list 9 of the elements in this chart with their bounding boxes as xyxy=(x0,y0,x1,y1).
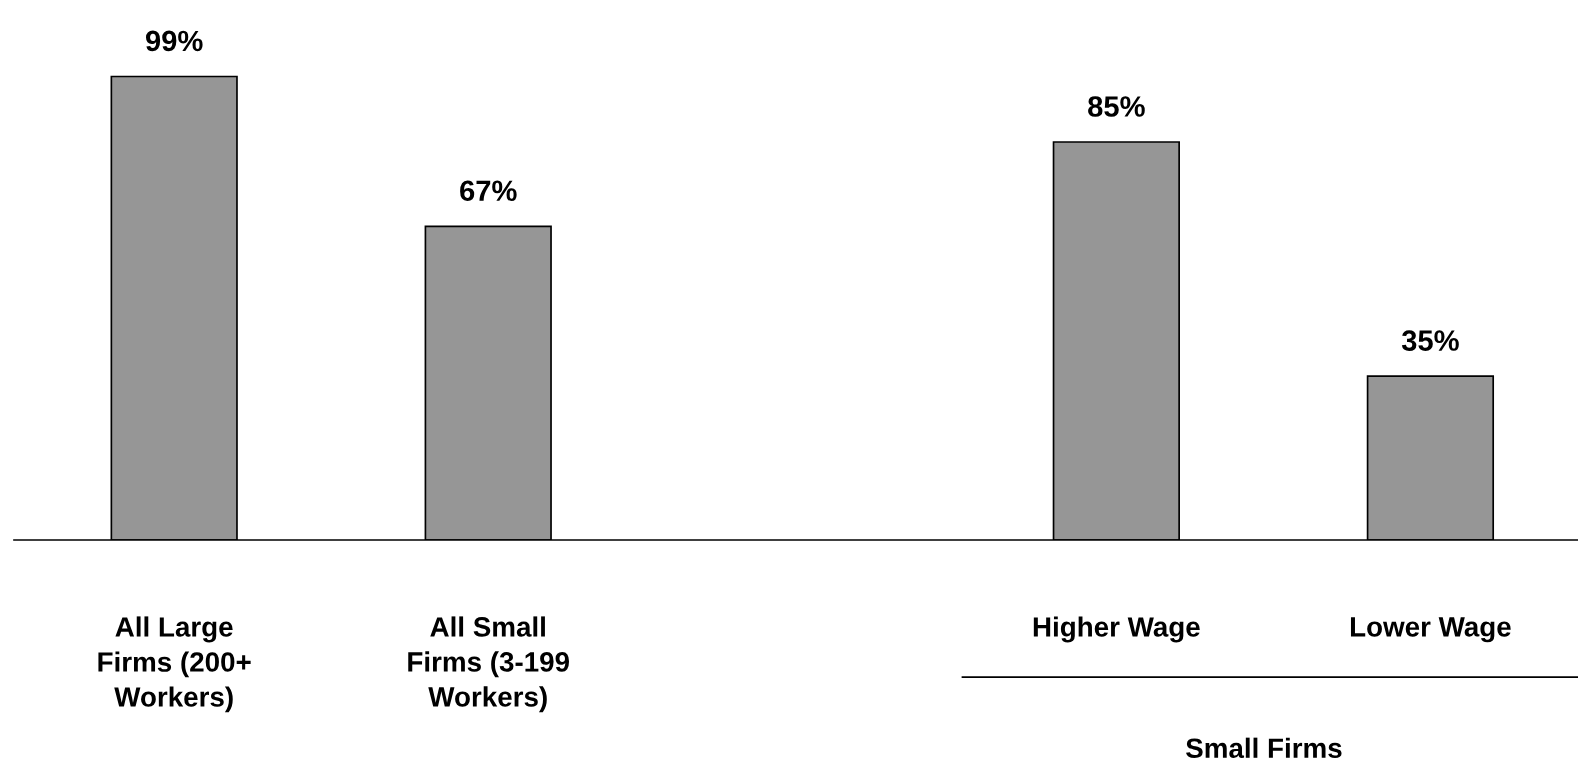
x-tick-label: All Small Firms (3-199 Workers) xyxy=(408,616,570,713)
x-tick-label: Higher Wage xyxy=(1033,616,1200,643)
x-tick-label: Lower Wage xyxy=(1350,617,1511,643)
data-label: 35% xyxy=(1401,330,1459,351)
text: Small Firms xyxy=(1186,737,1342,759)
data-label: 67% xyxy=(460,180,517,202)
x-tick-label: All Large Firms (200+ Workers) xyxy=(98,616,251,713)
data-label: 99% xyxy=(145,30,203,52)
data-label: 85% xyxy=(1088,96,1145,117)
